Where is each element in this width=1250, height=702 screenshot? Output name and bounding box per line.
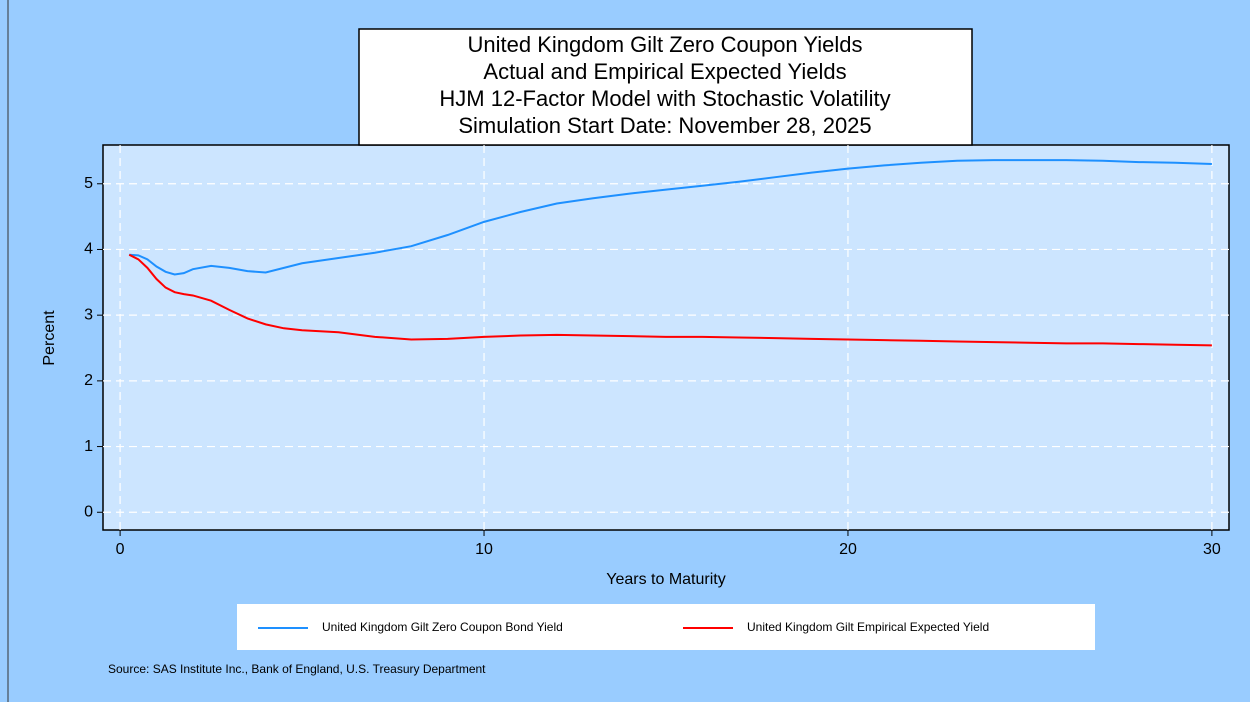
x-tick-label: 20 (839, 541, 857, 558)
y-tick-label: 1 (84, 438, 93, 455)
y-tick-label: 2 (84, 372, 93, 389)
y-tick-label: 5 (84, 175, 93, 192)
source-note: Source: SAS Institute Inc., Bank of Engl… (108, 662, 486, 676)
legend-label: United Kingdom Gilt Zero Coupon Bond Yie… (322, 620, 563, 634)
x-tick-label: 0 (116, 541, 125, 558)
x-axis-label: Years to Maturity (606, 571, 725, 588)
chart-title: United Kingdom Gilt Zero Coupon Yields (468, 32, 863, 57)
legend-box (237, 604, 1095, 650)
chart-title: Simulation Start Date: November 28, 2025 (458, 113, 871, 138)
chart-title: HJM 12-Factor Model with Stochastic Vola… (439, 86, 890, 111)
series-line (129, 159, 1212, 276)
y-tick-label: 4 (84, 241, 93, 258)
chart-title: Actual and Empirical Expected Yields (483, 59, 846, 84)
x-tick-label: 30 (1203, 541, 1221, 558)
legend-label: United Kingdom Gilt Empirical Expected Y… (747, 620, 989, 634)
y-tick-label: 0 (84, 503, 93, 520)
title-box (358, 28, 973, 146)
y-tick-label: 3 (84, 306, 93, 323)
y-axis-label: Percent (41, 310, 58, 366)
x-tick-label: 10 (475, 541, 493, 558)
series-line (128, 253, 1212, 347)
